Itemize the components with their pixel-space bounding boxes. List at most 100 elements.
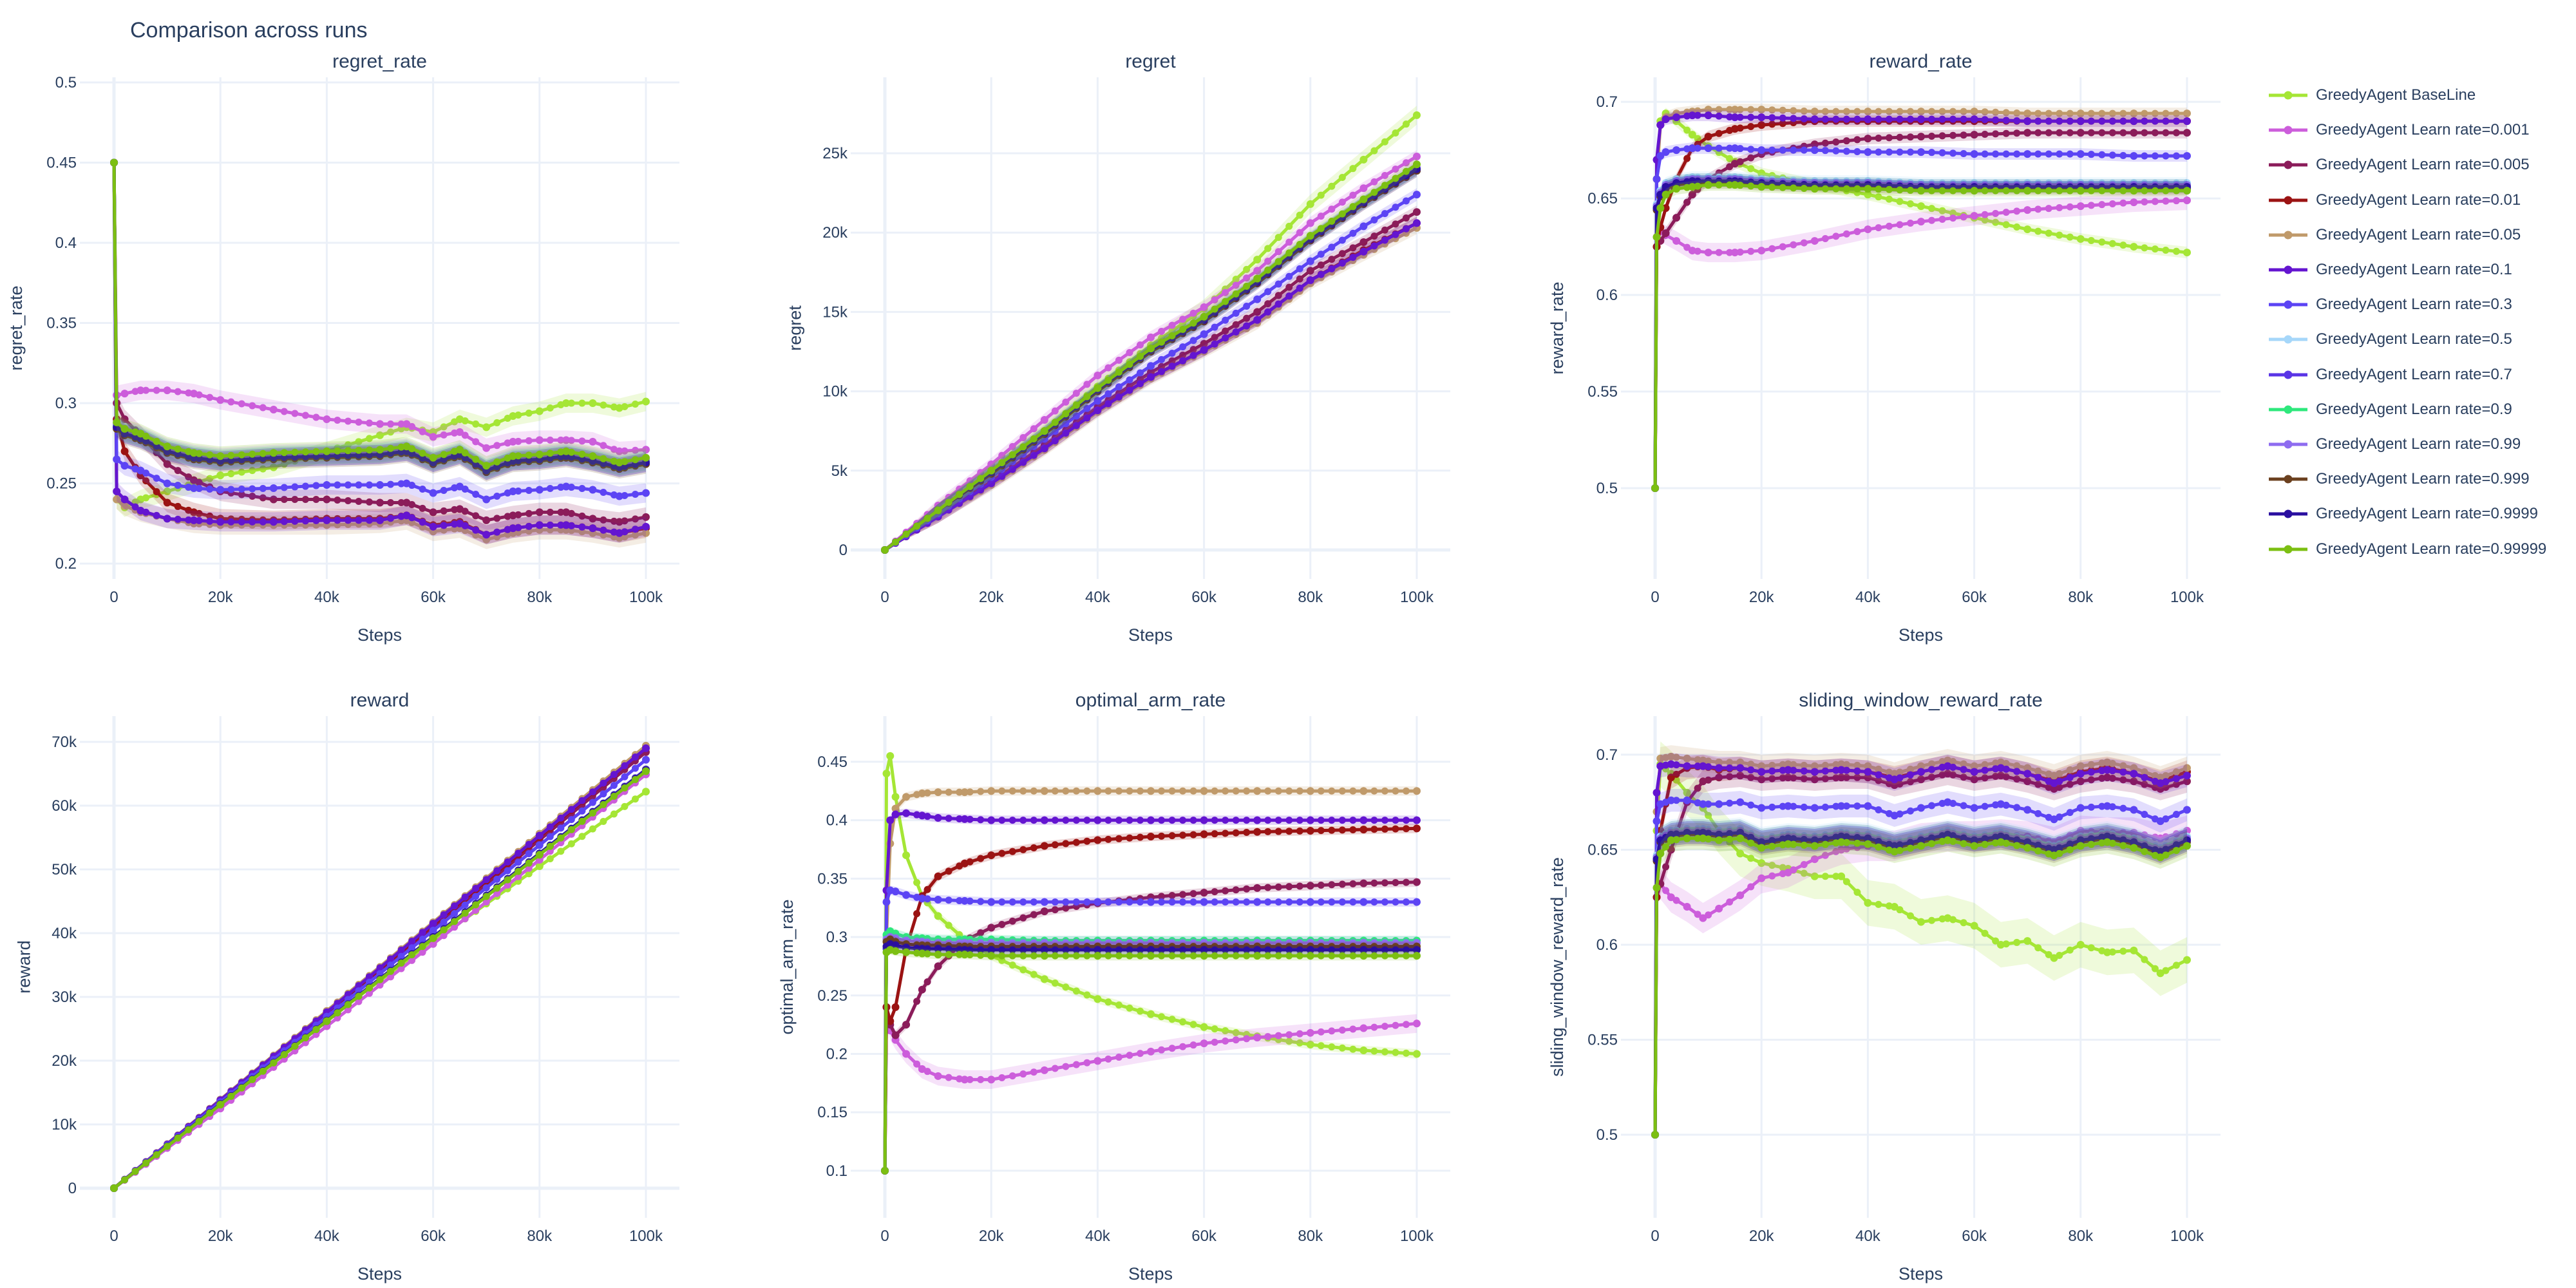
marker — [1115, 393, 1122, 401]
marker — [1338, 173, 1346, 181]
plot-area — [881, 106, 1421, 554]
marker — [461, 901, 469, 909]
marker — [557, 508, 565, 516]
marker — [1264, 266, 1272, 274]
marker — [1317, 1028, 1325, 1036]
marker — [1296, 211, 1303, 219]
data-point — [1837, 872, 1846, 880]
marker — [355, 438, 363, 446]
marker — [1317, 882, 1325, 889]
marker — [966, 788, 974, 796]
marker — [1402, 952, 1410, 960]
marker — [1747, 122, 1755, 130]
marker — [1821, 147, 1829, 155]
y-tick-label: 0.35 — [46, 315, 77, 332]
marker — [600, 779, 607, 787]
marker — [1030, 971, 1037, 978]
marker — [536, 841, 544, 849]
marker — [1211, 305, 1218, 313]
x-tick-label: 80k — [527, 1227, 553, 1245]
marker — [1083, 898, 1091, 906]
marker — [1232, 321, 1240, 328]
marker — [185, 516, 193, 524]
marker — [2130, 152, 2137, 160]
marker — [987, 787, 995, 795]
marker — [1062, 430, 1070, 437]
marker — [589, 399, 596, 407]
series-5 — [1651, 109, 2191, 493]
marker — [1705, 181, 1712, 189]
x-tick-label: 100k — [1400, 1227, 1434, 1245]
y-tick-label: 10k — [822, 383, 848, 401]
marker — [195, 516, 203, 524]
marker — [546, 855, 554, 862]
marker — [1136, 817, 1144, 824]
marker — [1757, 169, 1765, 177]
marker — [142, 469, 150, 477]
marker — [1253, 316, 1261, 324]
data-point — [2183, 129, 2191, 137]
marker — [1317, 213, 1325, 220]
marker — [1104, 400, 1112, 408]
marker — [966, 477, 974, 485]
marker — [1768, 114, 1776, 122]
x-tick-label: 20k — [1749, 589, 1775, 606]
marker — [1694, 111, 1701, 119]
marker — [1019, 1070, 1027, 1078]
marker — [153, 1151, 160, 1159]
data-point — [918, 949, 926, 958]
marker — [2141, 109, 2148, 117]
marker — [164, 515, 171, 522]
marker — [1757, 121, 1765, 129]
marker — [934, 814, 942, 822]
series-markers — [881, 809, 1421, 1175]
marker — [977, 929, 985, 937]
marker — [1349, 244, 1357, 252]
marker — [2013, 938, 2021, 946]
marker — [301, 517, 309, 525]
marker — [1147, 1010, 1155, 1018]
series-5 — [110, 158, 650, 545]
marker — [1274, 248, 1282, 256]
marker — [1136, 833, 1144, 841]
marker — [1158, 893, 1166, 900]
marker — [1051, 841, 1059, 849]
data-point — [960, 896, 969, 905]
marker — [397, 513, 405, 520]
marker — [1402, 120, 1410, 128]
x-tick-label: 20k — [1749, 1227, 1775, 1245]
marker — [461, 893, 469, 901]
marker — [1328, 946, 1336, 954]
marker — [1222, 1037, 1229, 1045]
marker — [216, 452, 224, 460]
marker — [1928, 216, 1936, 224]
marker — [1222, 298, 1229, 305]
x-tick-label: 20k — [979, 1227, 1005, 1245]
marker — [344, 417, 352, 425]
marker — [600, 442, 607, 450]
marker — [1019, 946, 1027, 954]
marker — [956, 896, 963, 904]
data-point — [882, 898, 891, 906]
marker — [2130, 243, 2137, 251]
marker — [1853, 228, 1861, 236]
data-point — [2183, 956, 2191, 964]
series-13 — [881, 945, 1421, 1175]
marker — [2172, 961, 2180, 969]
marker — [227, 486, 235, 493]
data-point — [1412, 952, 1421, 960]
marker — [1359, 880, 1367, 887]
marker — [1274, 280, 1282, 288]
marker — [2013, 150, 2021, 158]
marker — [1094, 372, 1101, 379]
marker — [227, 518, 235, 526]
data-point — [1653, 175, 1661, 184]
marker — [1136, 380, 1144, 388]
marker — [344, 516, 352, 524]
x-tick-label: 80k — [527, 589, 553, 606]
y-tick-label: 15k — [822, 303, 848, 321]
marker — [1875, 900, 1882, 908]
marker — [1328, 1043, 1336, 1051]
marker — [2013, 129, 2021, 137]
marker — [1264, 245, 1272, 252]
